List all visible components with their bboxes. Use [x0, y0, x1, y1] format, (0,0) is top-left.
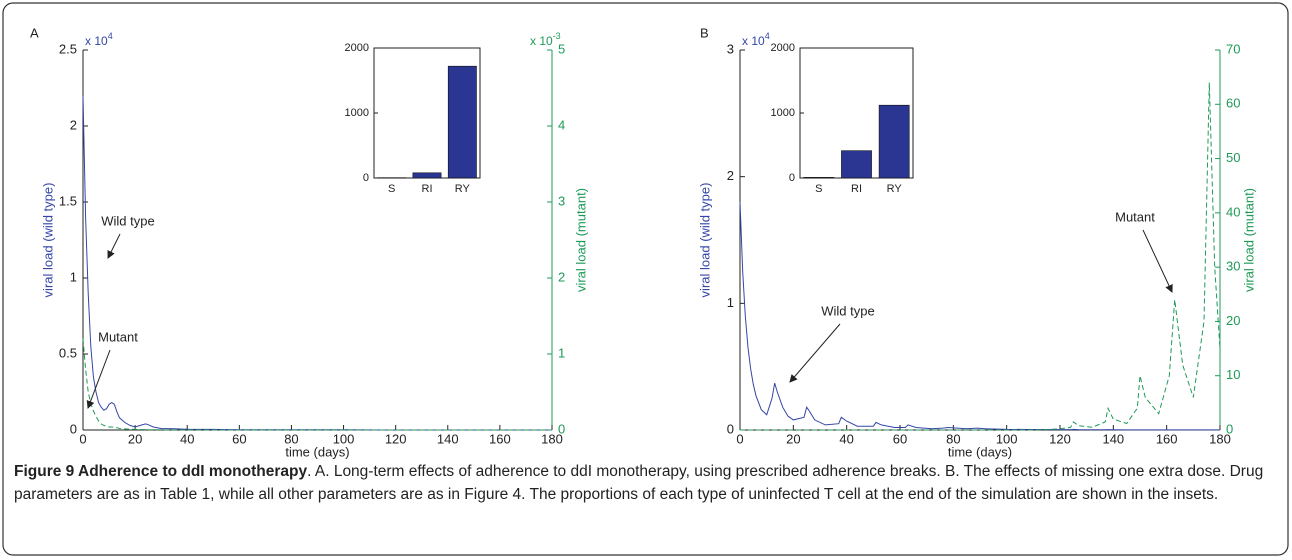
annotation-arrow [789, 323, 841, 383]
x-tick-label: 80 [946, 431, 960, 446]
annotation-arrow [86, 349, 111, 409]
x-tick-label: 80 [284, 431, 298, 446]
x-tick-label: 140 [437, 431, 459, 446]
bar [878, 104, 910, 179]
annotation-arrow [1142, 229, 1173, 293]
y-tick-label: 1.5 [59, 193, 77, 208]
y2-axis-label: viral load (mutant) [573, 188, 588, 292]
x-tick-label: S [388, 183, 395, 195]
x-tick-label: 0 [736, 431, 743, 446]
x-tick-label: 60 [893, 431, 907, 446]
panel-label: A [30, 25, 39, 40]
y-axis-label: viral load (wild type) [40, 183, 55, 298]
bar [412, 172, 442, 179]
data-line [82, 95, 552, 431]
y2-tick-label: 1 [558, 345, 565, 360]
y-axis-label: viral load (wild type) [697, 183, 712, 298]
y-tick-label: 2 [727, 168, 734, 183]
y-tick-label: 2 [70, 117, 77, 132]
multiplier-base: x 10 [85, 34, 108, 48]
annotation: Wild type [101, 213, 154, 228]
y2-tick-label: 10 [1226, 367, 1240, 382]
y-tick-label: 0 [789, 172, 795, 184]
y2-tick-label: 5 [558, 41, 565, 56]
y-tick-label: 2.5 [59, 41, 77, 56]
multiplier-exponent: 4 [108, 31, 113, 41]
y2-tick-label: 20 [1226, 313, 1240, 328]
annotation-arrow [107, 233, 121, 259]
x-tick-label: 40 [180, 431, 194, 446]
y-tick-label: 2000 [771, 42, 795, 54]
annotation: Mutant [98, 329, 138, 344]
multiplier-base: x 10 [742, 34, 765, 48]
x-tick-label: 160 [489, 431, 511, 446]
multiplier-exponent: 4 [765, 31, 770, 41]
x-tick-label: 180 [541, 431, 563, 446]
x-tick-label: 20 [128, 431, 142, 446]
y-tick-label: 2000 [345, 42, 369, 54]
y2-tick-label: 0 [558, 421, 565, 436]
y2-tick-label: 0 [1226, 421, 1233, 436]
x-tick-label: 100 [333, 431, 355, 446]
data-line [740, 82, 1221, 431]
y-tick-label: 0 [70, 421, 77, 436]
x-tick-label: RI [851, 183, 862, 195]
x-tick-label: 0 [79, 431, 86, 446]
y2-tick-label: 40 [1226, 204, 1240, 219]
y-tick-label: 0 [363, 172, 369, 184]
panel-label: B [700, 25, 709, 40]
x-tick-label: 180 [1209, 431, 1231, 446]
annotation: Wild type [821, 303, 874, 318]
caption-text: . A. Long-term effects of adherence to d… [14, 463, 1264, 503]
x-tick-label: 100 [996, 431, 1018, 446]
bar [803, 177, 835, 179]
x-tick-label: 40 [839, 431, 853, 446]
x-tick-label: 20 [786, 431, 800, 446]
caption: Figure 9 Adherence to ddI monotherapy. A… [14, 460, 1276, 506]
y2-tick-label: 30 [1226, 259, 1240, 274]
x-tick-label: S [815, 183, 822, 195]
y2-tick-label: 2 [558, 269, 565, 284]
y-tick-label: 1000 [345, 107, 369, 119]
y2-tick-label: 50 [1226, 150, 1240, 165]
x-tick-label: 120 [1049, 431, 1071, 446]
annotation: Mutant [1115, 209, 1155, 224]
y2-tick-label: 70 [1226, 41, 1240, 56]
y-tick-label: 1 [70, 269, 77, 284]
x-tick-label: RY [455, 183, 471, 195]
x-axis-label: time (days) [948, 444, 1012, 459]
x-tick-label: 60 [232, 431, 246, 446]
y-tick-label: 0.5 [59, 345, 77, 360]
y-tick-label: 3 [727, 41, 734, 56]
y-tick-label: 0 [727, 421, 734, 436]
x-tick-label: 120 [385, 431, 407, 446]
y2-axis-label: viral load (mutant) [1241, 188, 1256, 292]
y2-tick-label: 60 [1226, 96, 1240, 111]
multiplier-exponent: -3 [553, 31, 561, 41]
caption-title: Figure 9 Adherence to ddI monotherapy [14, 463, 308, 480]
y-tick-label: 1000 [771, 107, 795, 119]
x-tick-label: RY [887, 183, 903, 195]
y2-tick-label: 3 [558, 193, 565, 208]
axis-multiplier: x 104 [742, 31, 770, 48]
multiplier-base: x 10 [530, 34, 553, 48]
x-tick-label: RI [422, 183, 433, 195]
y-tick-label: 1 [727, 295, 734, 310]
x-tick-label: 140 [1102, 431, 1124, 446]
axis-multiplier: x 104 [85, 31, 113, 48]
axis-multiplier: x 10-3 [530, 31, 561, 48]
x-axis-label: time (days) [285, 444, 349, 459]
data-line [739, 201, 1220, 431]
bar [841, 150, 872, 179]
data-line [82, 338, 552, 431]
bar [447, 65, 477, 179]
y2-tick-label: 4 [558, 117, 565, 132]
x-tick-label: 160 [1156, 431, 1178, 446]
